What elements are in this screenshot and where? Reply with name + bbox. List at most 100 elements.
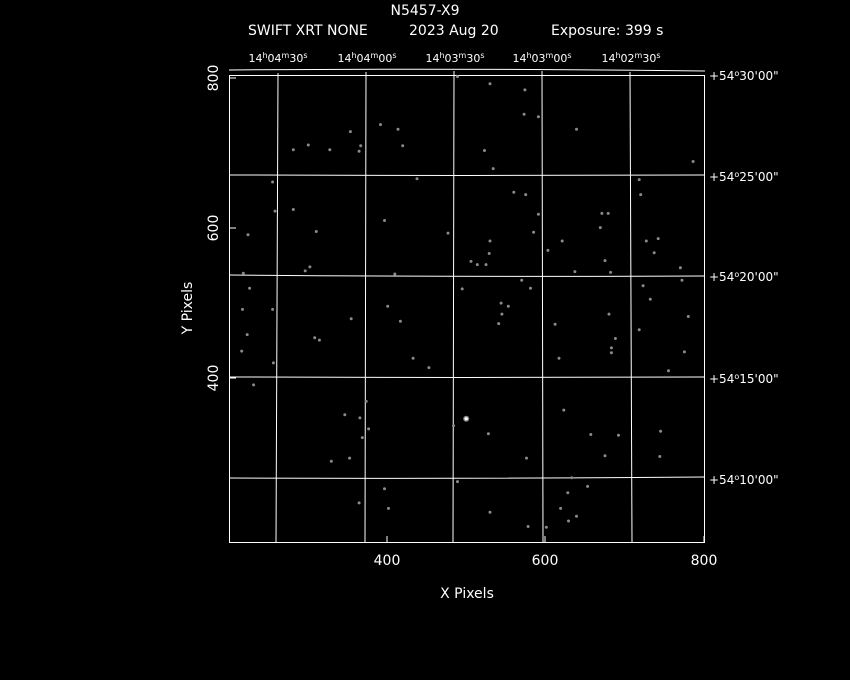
- source-point: [317, 338, 321, 342]
- source-point: [566, 491, 570, 495]
- source-point: [329, 459, 333, 463]
- source-point: [401, 144, 405, 148]
- source-point: [659, 429, 663, 433]
- source-point: [273, 209, 277, 213]
- source-point: [525, 456, 528, 460]
- source-point: [396, 127, 400, 131]
- y-axis-label: Y Pixels: [180, 282, 196, 336]
- source-point: [557, 356, 561, 360]
- source-point: [383, 487, 386, 491]
- source-point: [488, 239, 492, 243]
- coordinate-grid: [228, 68, 706, 544]
- source-point: [603, 259, 607, 263]
- source-point: [314, 230, 318, 233]
- source-point: [393, 272, 397, 276]
- source-point: [488, 82, 492, 86]
- dec-grid-line: [228, 376, 706, 378]
- y-pixel-ticks: [229, 77, 236, 379]
- y-tick-label: 800: [206, 65, 222, 92]
- source-point: [658, 455, 662, 458]
- dec-tick-label: +54o10'00": [709, 473, 779, 488]
- source-point: [652, 251, 656, 255]
- source-point: [348, 456, 352, 460]
- ra-grid-line: [364, 71, 367, 544]
- source-point: [546, 248, 550, 252]
- source-point: [641, 284, 645, 288]
- source-point: [328, 148, 332, 152]
- source-point: [607, 312, 611, 316]
- exposure-label: Exposure: 399 s: [551, 23, 663, 39]
- source-point: [488, 510, 492, 514]
- dec-tick-label: +54o25'00": [709, 170, 779, 185]
- dec-grid-line: [228, 274, 706, 277]
- source-point: [343, 413, 347, 417]
- source-point: [609, 351, 613, 355]
- field-title: N5457-X9: [391, 3, 460, 19]
- source-point: [306, 143, 310, 147]
- bright-source-point: [464, 417, 468, 421]
- ra-tick-label: 14h02m30s: [601, 51, 660, 66]
- source-point: [367, 427, 371, 431]
- source-point: [248, 286, 252, 290]
- source-point: [313, 336, 317, 340]
- source-point: [499, 301, 503, 305]
- source-point: [667, 369, 670, 373]
- source-point: [411, 356, 415, 360]
- source-point: [598, 226, 602, 230]
- ra-grid-line: [452, 70, 455, 544]
- x-ray-sources: [240, 75, 695, 529]
- source-point: [575, 127, 578, 131]
- source-point: [562, 408, 566, 412]
- source-point: [357, 501, 361, 505]
- source-point: [656, 237, 660, 241]
- source-point: [560, 239, 564, 243]
- source-point: [469, 259, 473, 263]
- source-point: [252, 383, 256, 387]
- ra-tick-label: 14h04m30s: [248, 51, 307, 66]
- source-point: [500, 312, 504, 316]
- source-point: [691, 160, 695, 163]
- x-tick-label: 600: [532, 553, 559, 569]
- source-point: [415, 177, 419, 181]
- source-point: [532, 230, 536, 234]
- ra-tick-label: 14h03m00s: [512, 51, 571, 66]
- source-point: [523, 88, 527, 92]
- x-pixel-ticks: [386, 536, 705, 543]
- source-point: [360, 436, 364, 440]
- source-point: [291, 208, 295, 211]
- source-point: [600, 211, 604, 215]
- source-point: [386, 304, 390, 308]
- source-point: [359, 144, 363, 148]
- source-point: [271, 307, 275, 311]
- source-point: [379, 123, 382, 127]
- source-point: [648, 297, 652, 301]
- x-axis-label: X Pixels: [440, 586, 494, 602]
- source-point: [271, 180, 275, 184]
- source-point: [245, 333, 249, 337]
- source-point: [686, 315, 690, 318]
- source-point: [637, 178, 641, 182]
- source-point: [364, 399, 368, 403]
- source-point: [487, 252, 491, 255]
- source-point: [603, 454, 607, 458]
- source-point: [606, 211, 610, 215]
- dec-grid-line: [228, 68, 706, 72]
- source-point: [559, 506, 563, 510]
- source-point: [609, 270, 613, 274]
- source-point: [308, 265, 312, 269]
- ra-tick-label: 14h03m30s: [425, 51, 484, 66]
- source-point: [678, 266, 682, 270]
- ra-grid-line: [629, 71, 633, 544]
- y-tick-label: 600: [206, 215, 222, 242]
- source-point: [522, 112, 526, 116]
- source-point: [491, 167, 495, 171]
- source-point: [246, 233, 250, 237]
- source-point: [680, 278, 684, 282]
- source-point: [427, 366, 431, 370]
- source-point: [567, 519, 570, 523]
- source-point: [512, 190, 516, 194]
- source-point: [526, 525, 530, 528]
- plot-frame: [229, 75, 705, 543]
- x-tick-label: 400: [374, 553, 401, 569]
- source-point: [460, 287, 464, 291]
